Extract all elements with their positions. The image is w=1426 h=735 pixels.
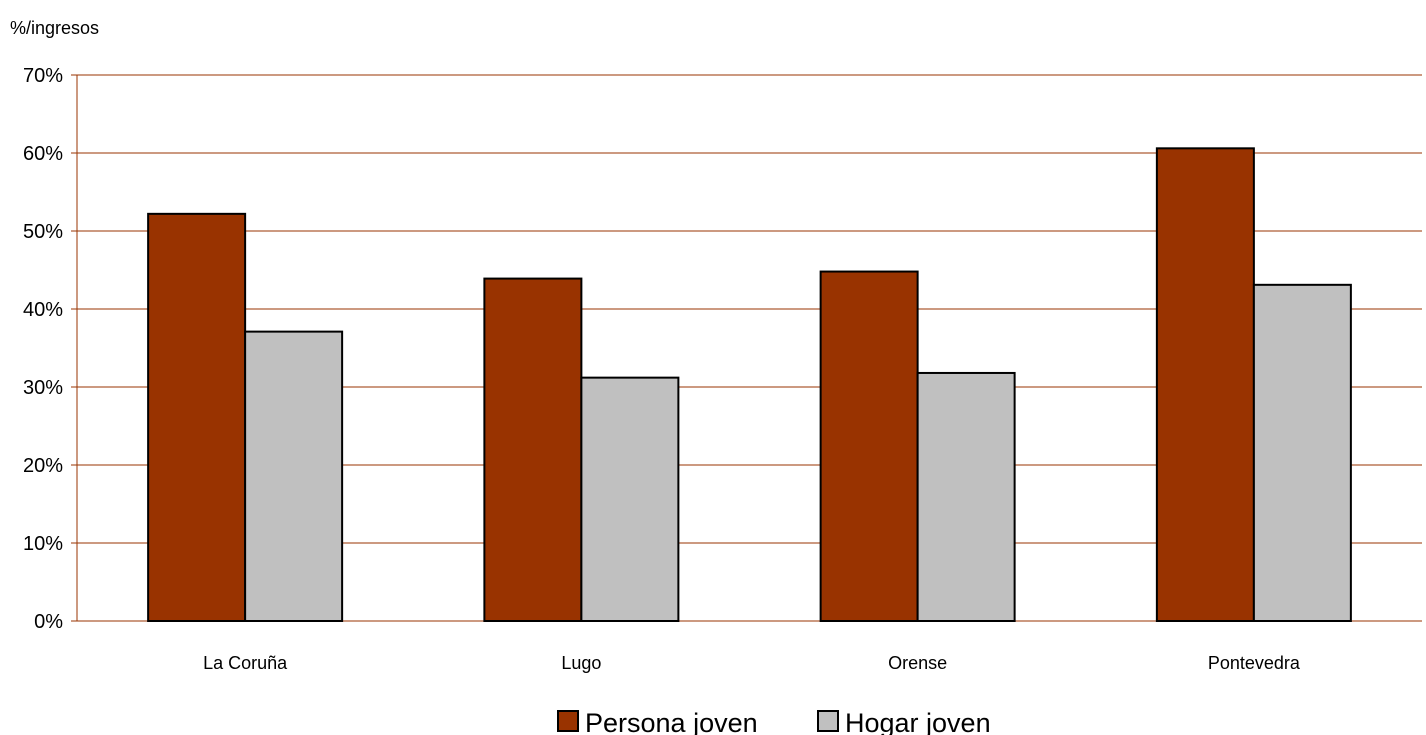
y-tick-label: 50%	[23, 221, 63, 243]
bar-hogar-joven	[916, 371, 1016, 622]
y-tick-label: 0%	[34, 611, 63, 633]
legend-label: Persona joven	[585, 708, 758, 735]
legend: Persona joven Hogar joven	[557, 708, 991, 735]
bar-hogar-joven	[580, 376, 680, 623]
bar-hogar-joven	[1252, 283, 1352, 622]
bar-persona-joven	[483, 277, 583, 622]
x-category-label: La Coruña	[203, 653, 288, 673]
legend-swatch	[817, 710, 839, 732]
y-tick-label: 60%	[23, 143, 63, 165]
x-category-label: Orense	[888, 653, 947, 673]
y-tick-label: 10%	[23, 533, 63, 555]
legend-swatch	[557, 710, 579, 732]
legend-label: Hogar joven	[845, 708, 991, 735]
category-labels: La Coruña Lugo Orense Pontevedra	[203, 653, 1301, 673]
y-tick-label: 40%	[23, 299, 63, 321]
x-category-label: Lugo	[561, 653, 601, 673]
x-category-label: Pontevedra	[1208, 653, 1301, 673]
y-tick-label: 30%	[23, 377, 63, 399]
bar-hogar-joven	[244, 330, 344, 622]
bar-persona-joven	[1155, 147, 1255, 622]
y-tick-labels: 0% 10% 20% 30% 40% 50% 60% 70%	[23, 65, 63, 633]
y-tick-label: 70%	[23, 65, 63, 87]
bar-persona-joven	[147, 212, 247, 622]
bars	[147, 147, 1352, 623]
bar-persona-joven	[819, 270, 919, 622]
y-axis-unit-label: %/ingresos	[10, 18, 99, 38]
y-tick-label: 20%	[23, 455, 63, 477]
